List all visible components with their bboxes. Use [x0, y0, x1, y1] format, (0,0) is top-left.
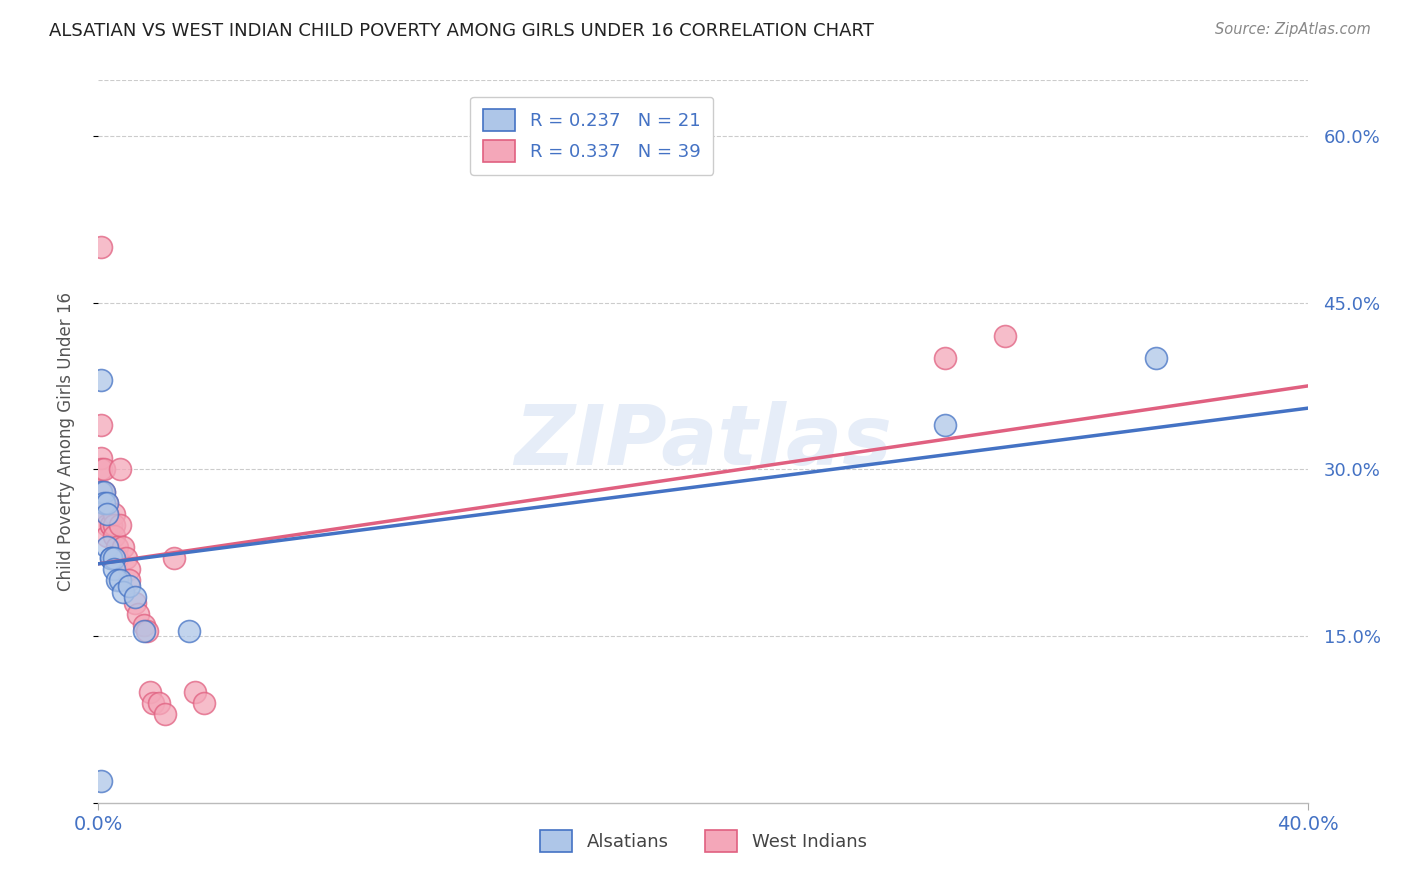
Point — [105, 574, 128, 588]
Point — [96, 496, 118, 510]
Point — [1144, 351, 1167, 366]
Point — [96, 507, 118, 521]
Point — [103, 562, 125, 576]
Point — [90, 451, 112, 466]
Point — [96, 507, 118, 521]
Text: ZIPatlas: ZIPatlas — [515, 401, 891, 482]
Point — [93, 496, 115, 510]
Point — [118, 579, 141, 593]
Point — [153, 706, 176, 721]
Point — [132, 624, 155, 638]
Point — [111, 584, 134, 599]
Point — [111, 540, 134, 554]
Point — [96, 496, 118, 510]
Point — [90, 240, 112, 254]
Point — [100, 517, 122, 532]
Point — [103, 517, 125, 532]
Point — [148, 696, 170, 710]
Point — [105, 540, 128, 554]
Point — [193, 696, 215, 710]
Point — [124, 596, 146, 610]
Point — [103, 551, 125, 566]
Legend: Alsatians, West Indians: Alsatians, West Indians — [533, 822, 873, 859]
Point — [93, 484, 115, 499]
Point — [96, 517, 118, 532]
Point — [96, 507, 118, 521]
Point — [93, 496, 115, 510]
Text: Source: ZipAtlas.com: Source: ZipAtlas.com — [1215, 22, 1371, 37]
Point — [118, 562, 141, 576]
Point — [93, 484, 115, 499]
Point — [90, 417, 112, 432]
Point — [108, 462, 131, 476]
Point — [103, 507, 125, 521]
Point — [93, 462, 115, 476]
Point — [96, 529, 118, 543]
Y-axis label: Child Poverty Among Girls Under 16: Child Poverty Among Girls Under 16 — [56, 292, 75, 591]
Point — [127, 607, 149, 621]
Point — [108, 517, 131, 532]
Point — [118, 574, 141, 588]
Point — [100, 551, 122, 566]
Point — [163, 551, 186, 566]
Point — [132, 618, 155, 632]
Point — [100, 551, 122, 566]
Point — [90, 373, 112, 387]
Point — [139, 684, 162, 698]
Point — [90, 773, 112, 788]
Point — [934, 351, 956, 366]
Point — [934, 417, 956, 432]
Point — [124, 590, 146, 604]
Point — [114, 551, 136, 566]
Point — [90, 484, 112, 499]
Point — [179, 624, 201, 638]
Point — [105, 551, 128, 566]
Point — [184, 684, 207, 698]
Point — [108, 574, 131, 588]
Point — [103, 529, 125, 543]
Point — [90, 484, 112, 499]
Point — [994, 329, 1017, 343]
Point — [96, 540, 118, 554]
Point — [100, 517, 122, 532]
Point — [135, 624, 157, 638]
Point — [142, 696, 165, 710]
Text: ALSATIAN VS WEST INDIAN CHILD POVERTY AMONG GIRLS UNDER 16 CORRELATION CHART: ALSATIAN VS WEST INDIAN CHILD POVERTY AM… — [49, 22, 875, 40]
Point — [90, 462, 112, 476]
